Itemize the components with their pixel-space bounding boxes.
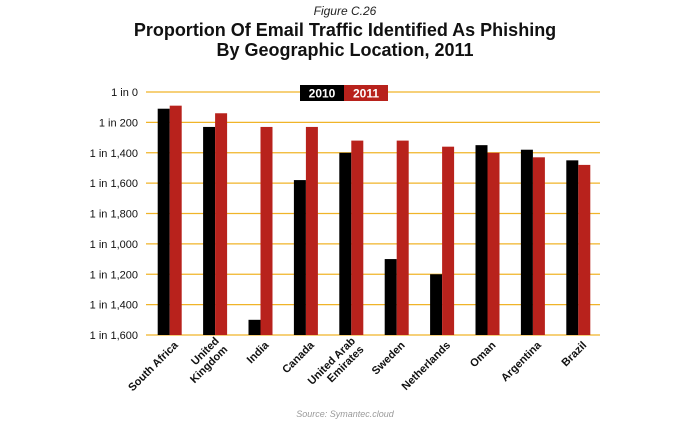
bar-2010 (157, 108, 170, 335)
y-tick-label: 1 in 1,400 (90, 148, 138, 160)
x-category-label: Brazil (560, 339, 590, 369)
x-category-label: South Africa (126, 339, 181, 394)
x-category-label-line: Brazil (560, 339, 590, 369)
x-category-label: Canada (280, 339, 317, 376)
bar-2010 (384, 259, 397, 335)
x-category-label: Sweden (370, 339, 408, 377)
x-category-label: UnitedKingdom (180, 335, 231, 386)
x-category-label-line: Netherlands (400, 339, 453, 392)
bar-2010 (520, 149, 533, 335)
bar-2011 (487, 152, 500, 335)
bar-2011 (578, 164, 591, 335)
figure-label: Figure C.26 (313, 4, 377, 18)
x-category-label-line: Canada (280, 339, 317, 376)
y-tick-label: 1 in 1,600 (90, 178, 138, 190)
legend-swatch-2011 (344, 85, 388, 101)
bar-2010 (248, 319, 261, 335)
bar-2010 (430, 274, 443, 335)
legend-label-2010: 2010 (309, 87, 336, 101)
chart-title-line-1: Proportion Of Email Traffic Identified A… (133, 20, 557, 40)
y-tick-label: 1 in 1,200 (90, 269, 138, 281)
y-tick-label: 1 in 1,000 (90, 239, 138, 251)
y-tick-label: 1 in 0 (111, 87, 138, 99)
y-tick-label: 1 in 200 (99, 117, 138, 129)
bar-2010 (293, 180, 306, 335)
bar-2011 (532, 157, 545, 335)
bar-2011 (215, 113, 228, 335)
bar-2011 (260, 126, 273, 336)
x-category-label-line: Argentina (499, 339, 544, 384)
bar-2011 (442, 146, 455, 335)
bar-2010 (475, 145, 488, 335)
source-note: Source: Symantec.cloud (296, 409, 394, 419)
chart-title-line-2: By Geographic Location, 2011 (216, 40, 474, 60)
bar-2011 (169, 105, 182, 335)
legend-label-2011: 2011 (353, 87, 379, 101)
bar-2011 (305, 126, 318, 336)
y-tick-label: 1 in 1,600 (90, 330, 138, 342)
bar-2010 (203, 126, 216, 336)
x-category-label-line: South Africa (126, 339, 181, 394)
x-category-label: Argentina (499, 339, 544, 384)
y-tick-label: 1 in 1,800 (90, 209, 138, 221)
x-category-label: Oman (468, 339, 499, 370)
x-category-label-line: Oman (468, 339, 499, 370)
chart-title: Proportion Of Email Traffic Identified A… (0, 20, 690, 60)
bar-2010 (566, 160, 579, 335)
bar-2011 (351, 140, 364, 335)
bar-2011 (396, 140, 409, 335)
x-category-label-line: India (245, 339, 272, 366)
x-category-label: India (245, 339, 272, 366)
x-category-label-line: Sweden (370, 339, 408, 377)
bar-2010 (339, 152, 352, 335)
x-category-label: United ArabEmirates (306, 335, 367, 396)
legend-swatch-2010 (300, 85, 344, 101)
x-category-label: Netherlands (400, 339, 453, 392)
y-tick-label: 1 in 1,400 (90, 300, 138, 312)
